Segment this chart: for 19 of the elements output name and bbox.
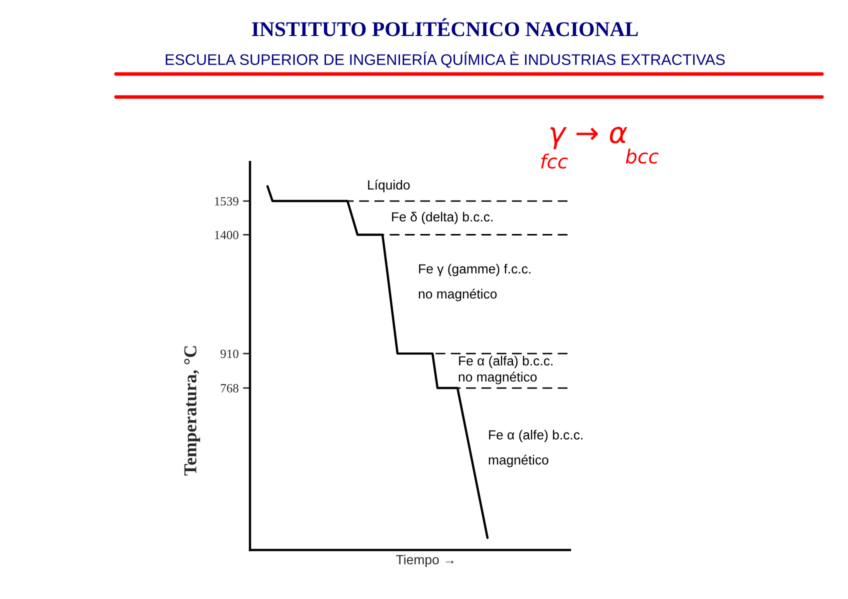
annotation: Fe γ (gamme) f.c.c. <box>419 264 530 276</box>
annotation: magnético <box>488 454 548 468</box>
annotation: Fe α (alfa) b.c.c. <box>459 356 552 368</box>
annotation: Fe α (alfe) b.c.c. <box>489 430 582 442</box>
y-tick-label: 1539 <box>214 197 238 206</box>
x-axis-title: Tiempo → <box>396 554 454 567</box>
text: γ → α <box>550 126 628 150</box>
y-tick-label: 910 <box>220 350 238 358</box>
annotation: Líquido <box>368 180 410 192</box>
chart-title: INSTITUTO POLITÉCNICO NACIONAL <box>252 18 638 36</box>
annotation: no magnético <box>418 288 497 302</box>
chart-subtitle: ESCUELA SUPERIOR DE INGENIERÍA QUÍMICA È INDUSTRIAS EXTRACTIVAS <box>166 52 725 68</box>
y-tick-label: 1400 <box>214 230 238 240</box>
annotation: Fe δ (delta) b.c.c. <box>392 212 492 224</box>
annotation: fcc <box>541 154 568 169</box>
annotation: no magnético <box>458 372 537 384</box>
y-axis-title: Temperatura, °C <box>184 346 200 476</box>
y-tick-label: 768 <box>220 384 238 392</box>
text: bcc <box>626 148 659 164</box>
